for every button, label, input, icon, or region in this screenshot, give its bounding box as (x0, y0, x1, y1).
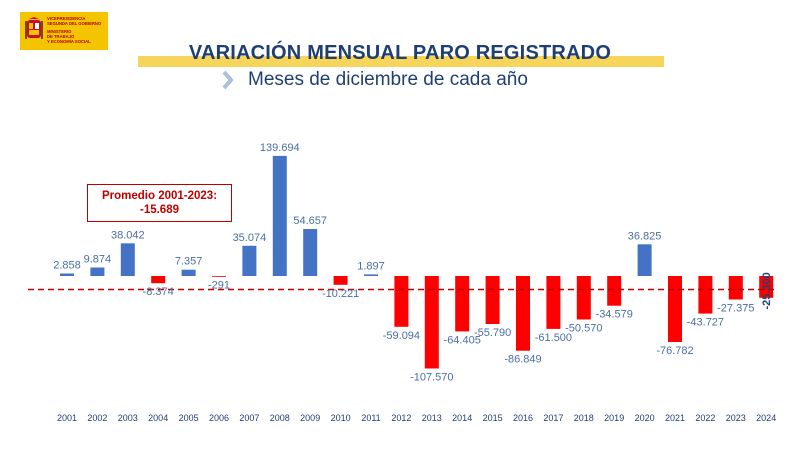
bar-2016 (516, 276, 530, 351)
x-tick-2024: 2024 (756, 413, 776, 423)
x-tick-2005: 2005 (179, 413, 199, 423)
value-label-2018: -50.570 (565, 323, 602, 335)
bar-2004 (151, 276, 166, 284)
x-tick-2011: 2011 (361, 413, 380, 423)
x-tick-2022: 2022 (695, 413, 715, 423)
chart-subtitle: Meses de diciembre de cada año (248, 69, 528, 90)
logo-line: VICEPRESIDENCIA (47, 16, 86, 21)
x-axis-tick-labels: 2001 2002 2003 2004 2005 2006 2007 2008 2009 2010… (57, 413, 776, 423)
value-labels: 2.858 9.874 38.042 -8.374 7.357 -291 35.074 139… (53, 142, 773, 384)
bar-2013 (424, 276, 439, 369)
x-tick-2009: 2009 (300, 413, 320, 423)
x-tick-2008: 2008 (270, 413, 290, 423)
value-label-2016: -86.849 (504, 354, 541, 366)
value-label-2004: -8.374 (143, 286, 174, 298)
bar-2019 (607, 276, 622, 306)
bar-2005 (181, 269, 196, 276)
bar-2010 (333, 276, 348, 285)
bar-2023 (728, 276, 743, 300)
x-tick-2001: 2001 (57, 413, 77, 423)
bar-2011 (364, 274, 378, 276)
bar-2021 (668, 276, 682, 342)
bar-2020 (637, 244, 652, 276)
x-tick-2012: 2012 (391, 413, 411, 423)
bar-2003 (120, 243, 135, 276)
title-highlight-band (138, 56, 664, 67)
x-tick-2015: 2015 (483, 413, 503, 423)
value-label-2010: -10.221 (322, 288, 359, 300)
x-tick-2019: 2019 (604, 413, 624, 423)
value-label-2009: 54.657 (293, 215, 327, 227)
value-label-2001: 2.858 (53, 260, 81, 272)
x-tick-2004: 2004 (148, 413, 168, 423)
value-label-2019: -34.579 (596, 309, 633, 321)
logo-line: SEGUNDA DEL GOBIERNO (47, 21, 102, 26)
value-label-2024: -25.300 (761, 272, 773, 309)
bar-2018 (576, 276, 591, 320)
logo-line: Y ECONOMÍA SOCIAL (47, 39, 91, 44)
logo-line: MINISTERIO (47, 29, 72, 34)
value-label-2007: 35.074 (233, 232, 267, 244)
bar-2009 (303, 229, 318, 276)
chevron-right-icon (222, 70, 234, 90)
x-tick-2023: 2023 (726, 413, 746, 423)
value-label-2011: 1.897 (357, 260, 385, 272)
x-tick-2010: 2010 (331, 413, 351, 423)
callout-value: -15.689 (139, 204, 179, 216)
callout-label: Promedio 2001-2023: (101, 190, 218, 202)
logo-line: DE TRABAJO (47, 34, 75, 39)
value-label-2005: 7.357 (175, 256, 203, 268)
value-label-2020: 36.825 (628, 230, 662, 242)
bar-2002 (90, 267, 105, 276)
bar-2007 (242, 245, 257, 276)
value-label-2017: -61.500 (535, 332, 572, 344)
bar-2012 (394, 276, 409, 327)
x-tick-2006: 2006 (209, 413, 229, 423)
x-tick-2018: 2018 (574, 413, 594, 423)
bar-2015 (485, 276, 500, 324)
government-logo: VICEPRESIDENCIA SEGUNDA DEL GOBIERNO MIN… (20, 12, 108, 50)
bar-2001 (60, 273, 74, 276)
logo-text: VICEPRESIDENCIA SEGUNDA DEL GOBIERNO MIN… (47, 16, 101, 44)
value-label-2002: 9.874 (84, 254, 112, 266)
x-tick-2007: 2007 (239, 413, 259, 423)
bar-2014 (455, 276, 470, 332)
bar-2024 (759, 276, 774, 298)
subtitle-row: Meses de diciembre de cada año (222, 68, 528, 92)
chart-title: VARIACIÓN MENSUAL PARO REGISTRADO (188, 42, 612, 64)
bar-series (60, 155, 774, 369)
x-tick-2002: 2002 (87, 413, 107, 423)
value-label-2022: -43.727 (687, 317, 724, 329)
coat-of-arms-icon (25, 17, 43, 39)
x-tick-2014: 2014 (452, 413, 472, 423)
value-label-2014: -64.405 (444, 334, 481, 346)
value-label-2015: -55.790 (474, 327, 511, 339)
bar-2006 (212, 276, 226, 277)
x-tick-2016: 2016 (513, 413, 533, 423)
x-tick-2003: 2003 (118, 413, 138, 423)
bar-2017 (546, 276, 561, 329)
value-label-2008: 139.694 (260, 142, 300, 154)
value-label-2003: 38.042 (111, 229, 145, 241)
x-tick-2013: 2013 (422, 413, 442, 423)
x-tick-2021: 2021 (665, 413, 685, 423)
value-label-2023: -27.375 (717, 303, 754, 315)
x-tick-2017: 2017 (543, 413, 563, 423)
value-label-2012: -59.094 (383, 330, 420, 342)
x-tick-2020: 2020 (635, 413, 655, 423)
bar-2022 (698, 276, 713, 314)
value-label-2021: -76.782 (656, 345, 693, 357)
value-label-2013: -107.570 (410, 372, 453, 384)
value-label-2006: -291 (208, 279, 230, 291)
bar-2008 (272, 155, 287, 276)
average-callout: Promedio 2001-2023: -15.689 (87, 184, 232, 222)
